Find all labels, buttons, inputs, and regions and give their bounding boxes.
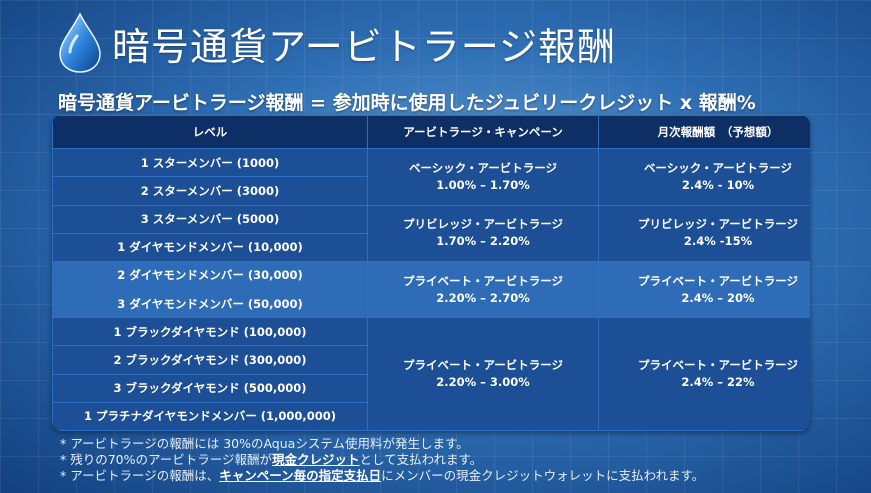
footnotes: * アービトラージの報酬には 30%のAquaシステム使用料が発生します。 * … — [60, 436, 704, 484]
reward-name: プライベート・アービトラージ — [637, 273, 799, 288]
footnote-fee: * アービトラージの報酬には 30%のAquaシステム使用料が発生します。 — [60, 436, 469, 451]
level-cell: 2 ブラックダイヤモンド (300,000) — [52, 345, 368, 375]
header: 暗号通貨アービトラージ報酬 — [58, 8, 616, 78]
reward-formula: 暗号通貨アービトラージ報酬 = 参加時に使用したジュビリークレジット x 報酬% — [58, 92, 756, 114]
table-row: 1 ブラックダイヤモンド (100,000) プライベート・アービトラージ 2.… — [52, 317, 810, 431]
footnote-text: にメンバーの現金クレジットウォレットに支払われます。 — [381, 468, 705, 483]
table-row: 3 ブラックダイヤモンド (500,000) — [52, 373, 811, 403]
header-campaign: アービトラージ・キャンペーン — [367, 115, 599, 150]
reward-range: 2.4% – 22% — [681, 375, 755, 390]
footnote-text: * 残りの70%のアービトラージ報酬が — [60, 452, 273, 467]
level-cell: 3 ブラックダイヤモンド (500,000) — [52, 373, 368, 403]
footnote-text: * アービトラージの報酬は、 — [60, 468, 220, 483]
reward-name: プライベート・アービトラージ — [637, 358, 799, 373]
header-monthly-reward: 月次報酬額 （予想額） — [598, 115, 810, 150]
campaign-range: 1.70% – 2.20% — [436, 234, 530, 249]
level-cell: 3 スターメンバー (5000) — [52, 204, 368, 234]
campaign-cell: プライベート・アービトラージ 2.20% – 2.70% — [367, 260, 599, 319]
level-cell: 1 プラチナダイヤモンドメンバー (1,000,000) — [52, 401, 368, 431]
table-header-row: レベル アービトラージ・キャンペーン 月次報酬額 （予想額） — [52, 115, 810, 150]
campaign-name: プライベート・アービトラージ — [402, 273, 564, 288]
footnote-emphasis: 現金クレジット — [272, 452, 360, 467]
table-row: 1 ダイヤモンドメンバー (10,000) — [52, 232, 811, 262]
campaign-range: 2.20% – 3.00% — [436, 375, 530, 390]
campaign-range: 2.20% – 2.70% — [436, 290, 530, 305]
campaign-name: ベーシック・アービトラージ — [408, 160, 558, 175]
campaign-cell: プリビレッジ・アービトラージ 1.70% – 2.20% — [367, 204, 599, 262]
footnote-cash-credit: * 残りの70%のアービトラージ報酬が現金クレジットとして支払われます。 — [60, 452, 704, 468]
table-row: 3 ダイヤモンドメンバー (50,000) — [52, 289, 811, 319]
campaign-name: プライベート・アービトラージ — [402, 358, 564, 373]
reward-table: レベル アービトラージ・キャンペーン 月次報酬額 （予想額） 1 スターメンバー… — [52, 115, 810, 431]
table-row: 1 プラチナダイヤモンドメンバー (1,000,000) — [52, 401, 811, 431]
footnote-text: として支払われます。 — [359, 452, 483, 467]
table-row: 2 ブラックダイヤモンド (300,000) — [52, 345, 811, 375]
campaign-cell: ベーシック・アービトラージ 1.00% – 1.70% — [367, 148, 599, 206]
reward-cell: プライベート・アービトラージ 2.4% – 20% — [598, 260, 810, 319]
level-cell: 1 スターメンバー (1000) — [52, 148, 368, 178]
reward-name: プリビレッジ・アービトラージ — [637, 217, 799, 232]
level-cell: 1 ブラックダイヤモンド (100,000) — [52, 317, 368, 347]
reward-range: 2.4% - 10% — [681, 177, 755, 192]
footnote-payment-date: * アービトラージの報酬は、キャンペーン毎の指定支払日にメンバーの現金クレジット… — [60, 468, 704, 484]
header-level: レベル — [52, 115, 368, 150]
campaign-range: 1.00% – 1.70% — [436, 177, 530, 192]
table-row: 2 スターメンバー (3000) — [52, 176, 811, 206]
reward-name: ベーシック・アービトラージ — [643, 160, 793, 175]
reward-range: 2.4% -15% — [683, 234, 753, 249]
footnote-emphasis: キャンペーン毎の指定支払日 — [219, 468, 382, 483]
level-cell: 3 ダイヤモンドメンバー (50,000) — [52, 289, 368, 319]
campaign-name: プリビレッジ・アービトラージ — [402, 217, 564, 232]
table-row: 1 スターメンバー (1000) ベーシック・アービトラージ 1.00% – 1… — [52, 148, 810, 206]
level-cell: 2 ダイヤモンドメンバー (30,000) — [52, 260, 368, 291]
reward-cell: ベーシック・アービトラージ 2.4% - 10% — [598, 148, 810, 206]
level-cell: 1 ダイヤモンドメンバー (10,000) — [52, 232, 368, 262]
reward-cell: プリビレッジ・アービトラージ 2.4% -15% — [598, 204, 810, 262]
table-row: 3 スターメンバー (5000) プリビレッジ・アービトラージ 1.70% – … — [52, 204, 810, 262]
page-title: 暗号通貨アービトラージ報酬 — [112, 24, 616, 69]
reward-cell: プライベート・アービトラージ 2.4% – 22% — [598, 317, 810, 431]
table-row: 2 ダイヤモンドメンバー (30,000) プライベート・アービトラージ 2.2… — [52, 260, 810, 319]
reward-table-container: レベル アービトラージ・キャンペーン 月次報酬額 （予想額） 1 スターメンバー… — [52, 115, 810, 431]
water-drop-icon — [59, 12, 101, 73]
reward-range: 2.4% – 20% — [681, 290, 755, 305]
campaign-cell: プライベート・アービトラージ 2.20% – 3.00% — [367, 317, 599, 431]
level-cell: 2 スターメンバー (3000) — [52, 176, 368, 206]
